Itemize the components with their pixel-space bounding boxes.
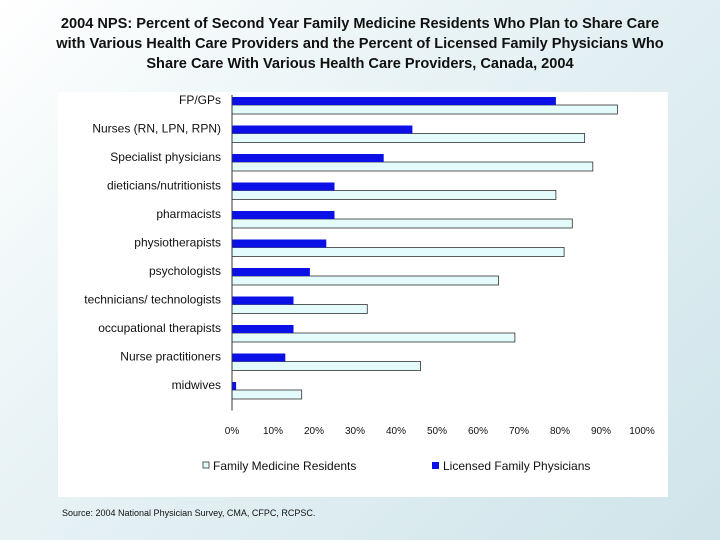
bar-physicians-6 xyxy=(232,268,310,276)
category-label-4: pharmacists xyxy=(156,207,221,221)
bar-physicians-0 xyxy=(232,97,556,105)
bar-residents-1 xyxy=(231,133,586,143)
bar-physicians-1 xyxy=(232,125,413,134)
category-label-6: psychologists xyxy=(149,264,221,278)
legend-label-residents: Family Medicine Residents xyxy=(213,459,356,473)
chart-title: 2004 NPS: Percent of Second Year Family … xyxy=(10,14,710,74)
category-label-9: Nurse practitioners xyxy=(120,350,221,364)
x-tick-label-9: 90% xyxy=(591,426,611,437)
bar-residents-3 xyxy=(231,190,557,200)
bar-residents-9 xyxy=(231,361,422,371)
x-tick-label-4: 40% xyxy=(386,426,406,437)
bar-physicians-4 xyxy=(232,211,335,219)
category-label-8: occupational therapists xyxy=(98,321,221,335)
bar-residents-10 xyxy=(231,389,303,400)
bar-residents-4 xyxy=(231,218,573,229)
x-tick-label-0: 0% xyxy=(225,426,240,437)
bar-residents-0 xyxy=(231,104,618,115)
x-tick-label-2: 20% xyxy=(304,426,324,437)
bars-group xyxy=(231,97,618,400)
category-label-7: technicians/ technologists xyxy=(84,293,221,307)
x-tick-label-1: 10% xyxy=(263,426,283,437)
category-label-0: FP/GPs xyxy=(179,93,221,107)
x-tick-label-7: 70% xyxy=(509,426,529,437)
bar-physicians-8 xyxy=(232,325,294,333)
legend-swatch-physicians xyxy=(432,462,439,469)
category-label-3: dieticians/nutritionists xyxy=(107,179,221,193)
legend: Family Medicine Residents Licensed Famil… xyxy=(202,459,590,473)
x-tick-label-6: 60% xyxy=(468,426,488,437)
category-label-5: physiotherapists xyxy=(134,236,221,250)
x-tick-label-10: 100% xyxy=(629,426,655,437)
bar-residents-5 xyxy=(231,247,565,257)
category-label-2: Specialist physicians xyxy=(110,150,221,164)
category-label-1: Nurses (RN, LPN, RPN) xyxy=(92,122,221,136)
bar-physicians-2 xyxy=(232,154,384,162)
bar-physicians-7 xyxy=(232,296,294,305)
bar-physicians-10 xyxy=(232,382,237,390)
bar-physicians-5 xyxy=(232,239,327,248)
bar-physicians-9 xyxy=(232,353,286,362)
legend-label-physicians: Licensed Family Physicians xyxy=(443,459,590,473)
x-tick-labels: 0% 10% 20% 30% 40% 50% 60% 70% 80% 90% 100% xyxy=(225,426,655,437)
x-tick-label-3: 30% xyxy=(345,426,365,437)
source-note: Source: 2004 National Physician Survey, … xyxy=(62,508,315,518)
bar-residents-8 xyxy=(231,332,516,343)
legend-swatch-residents xyxy=(202,461,210,469)
x-tick-label-5: 50% xyxy=(427,426,447,437)
category-label-10: midwives xyxy=(172,378,221,392)
bar-physicians-3 xyxy=(232,182,335,191)
category-labels: FP/GPs Nurses (RN, LPN, RPN) Specialist ph… xyxy=(84,93,221,392)
chart-title-line-3: Share Care With Various Health Care Prov… xyxy=(146,56,574,72)
chart-title-line-2: with Various Health Care Providers and t… xyxy=(56,36,664,52)
bar-residents-7 xyxy=(231,304,368,314)
bar-residents-2 xyxy=(231,161,594,172)
bar-residents-6 xyxy=(231,275,499,286)
x-tick-label-8: 80% xyxy=(550,426,570,437)
chart-title-line-1: 2004 NPS: Percent of Second Year Family … xyxy=(60,16,660,32)
